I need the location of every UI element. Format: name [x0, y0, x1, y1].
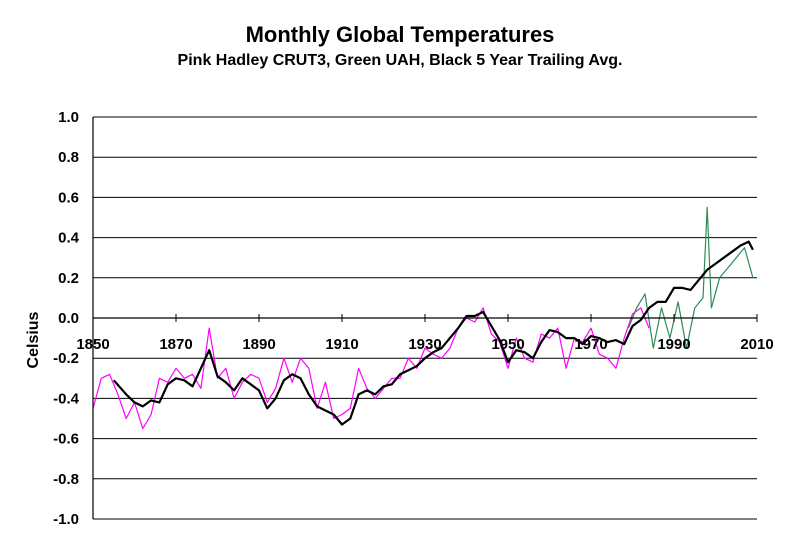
x-tick-label: 1930 [408, 336, 441, 353]
series-line-uah [627, 206, 754, 349]
series-lines [92, 206, 754, 430]
x-tick-label: 2010 [740, 336, 773, 353]
y-tick-label: 0.2 [58, 270, 79, 287]
y-tick-labels: 1.0 0.8 0.6 0.4 0.2 0.0 -0.2 -0.4 -0.6 -0.8 -1.0 [53, 109, 80, 528]
y-tick-label: 0.4 [58, 230, 80, 247]
y-axis-label: Celsius [25, 311, 42, 368]
x-tick-label: 1850 [76, 336, 109, 353]
chart-title: Monthly Global Temperatures [245, 22, 555, 47]
axes [92, 117, 758, 519]
series-line-hadley-crut3 [92, 307, 650, 430]
series-line-5-year-trailing-avg- [112, 240, 754, 426]
y-tick-label: -1.0 [53, 511, 79, 528]
x-tick-labels: 1850 1870 1890 1910 1930 1950 1970 1990 2010 [76, 336, 773, 353]
y-tick-label: -0.8 [53, 471, 79, 488]
y-tick-label: -0.6 [53, 431, 79, 448]
y-tick-label: 0.8 [58, 149, 79, 166]
y-tick-label: -0.4 [53, 390, 80, 407]
y-tick-label: -0.2 [53, 350, 79, 367]
x-tick-label: 1870 [159, 336, 192, 353]
x-tick-label: 1910 [325, 336, 358, 353]
y-tick-label: 0.0 [58, 310, 79, 327]
y-tick-label: 0.6 [58, 189, 79, 206]
x-tick-label: 1890 [242, 336, 275, 353]
x-tick-label: 1950 [491, 336, 524, 353]
x-tick-label: 1990 [657, 336, 690, 353]
chart-subtitle: Pink Hadley CRUT3, Green UAH, Black 5 Ye… [177, 52, 623, 69]
y-tick-label: 1.0 [58, 109, 79, 126]
x-tick-label: 1970 [574, 336, 607, 353]
